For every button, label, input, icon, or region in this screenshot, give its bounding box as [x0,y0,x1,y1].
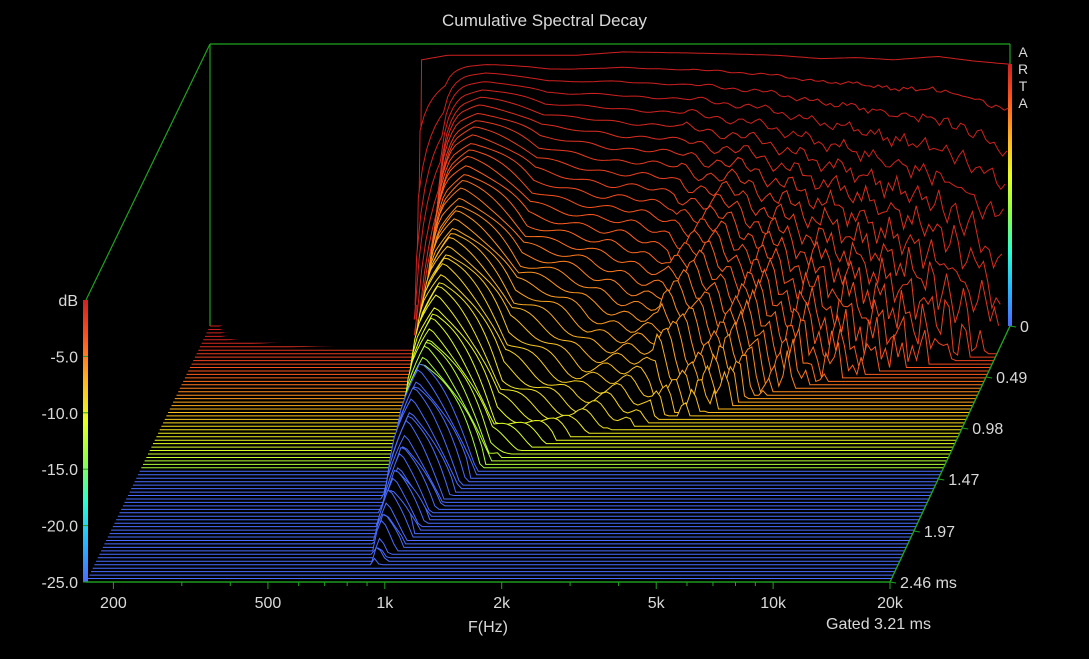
decay-slice [141,363,944,469]
t-tick-label: 0.98 [972,421,1003,438]
decay-slice [102,513,907,548]
x-axis-label: F(Hz) [468,619,508,636]
frame-side-top [85,43,211,301]
decay-slice [158,285,960,434]
decay-slice [143,356,946,465]
decay-slice [144,345,947,462]
decay-slice [159,282,962,431]
x-tick-label: 5k [648,595,666,612]
decay-slice [97,547,902,559]
x-tick-label: 200 [100,595,127,612]
t-tick [1009,325,1017,328]
decay-slice [148,339,950,455]
x-tick-label: 500 [255,595,282,612]
t-tick [962,427,969,430]
decay-slice [151,317,954,448]
decay-slice [129,411,933,493]
t-tick [889,581,897,584]
z-tick-label: -5.0 [50,349,78,366]
decay-slice [106,502,910,541]
decay-slice [136,381,939,479]
t-tick [913,530,920,533]
chart-title: Cumulative Spectral Decay [441,11,648,30]
decay-slice [131,398,934,490]
t-tick [986,376,993,379]
decay-slice [109,490,913,535]
db-colorbar [83,300,88,582]
decay-slice [174,218,976,400]
t-tick-label: 2.46 ms [900,575,957,592]
db-colorbar-right [1008,64,1012,326]
decay-slice [134,386,937,483]
decay-slice [161,274,963,427]
decay-slice [146,341,949,458]
decay-slice [126,419,929,500]
decay-slice [104,514,908,545]
decay-slice [96,546,900,562]
t-tick-label: 1.47 [948,472,979,489]
decay-slice [153,313,955,445]
decay-slice [119,452,923,514]
decay-slice [107,489,912,538]
decay-slice [132,387,936,486]
decay-slice [111,489,915,531]
decay-slice [101,519,905,552]
t-tick-label: 0 [1020,319,1029,336]
decay-slice [122,446,926,507]
z-tick-label: -20.0 [42,519,79,536]
frame-right-bottom-top [889,325,1011,583]
decay-slice [154,307,957,441]
decay-slice [139,363,942,472]
decay-slice [112,477,916,528]
x-tick-label: 10k [760,595,787,612]
z-axis-label: dB [58,293,78,310]
x-tick-label: 2k [493,595,511,612]
t-tick-label: 1.97 [924,524,955,541]
decay-slice [124,434,928,503]
decay-slice [94,557,899,566]
x-tick-label: 1k [376,595,394,612]
z-tick-label: -10.0 [42,406,79,423]
decay-slice [156,294,959,438]
decay-slice [127,415,931,496]
gate-note: Gated 3.21 ms [826,616,931,633]
decay-slice [149,328,952,451]
decay-slice [116,472,920,521]
t-tick [938,478,945,481]
decay-slice [99,537,903,555]
x-tick-label: 20k [877,595,904,612]
t-tick-label: 0.49 [996,370,1027,387]
decay-slice [137,369,941,476]
decay-slice [121,446,925,510]
decay-slice [114,469,918,524]
decay-slice [163,263,965,424]
z-tick-label: -25.0 [42,575,79,592]
z-tick-label: -15.0 [42,462,79,479]
slices-group [86,51,1011,583]
